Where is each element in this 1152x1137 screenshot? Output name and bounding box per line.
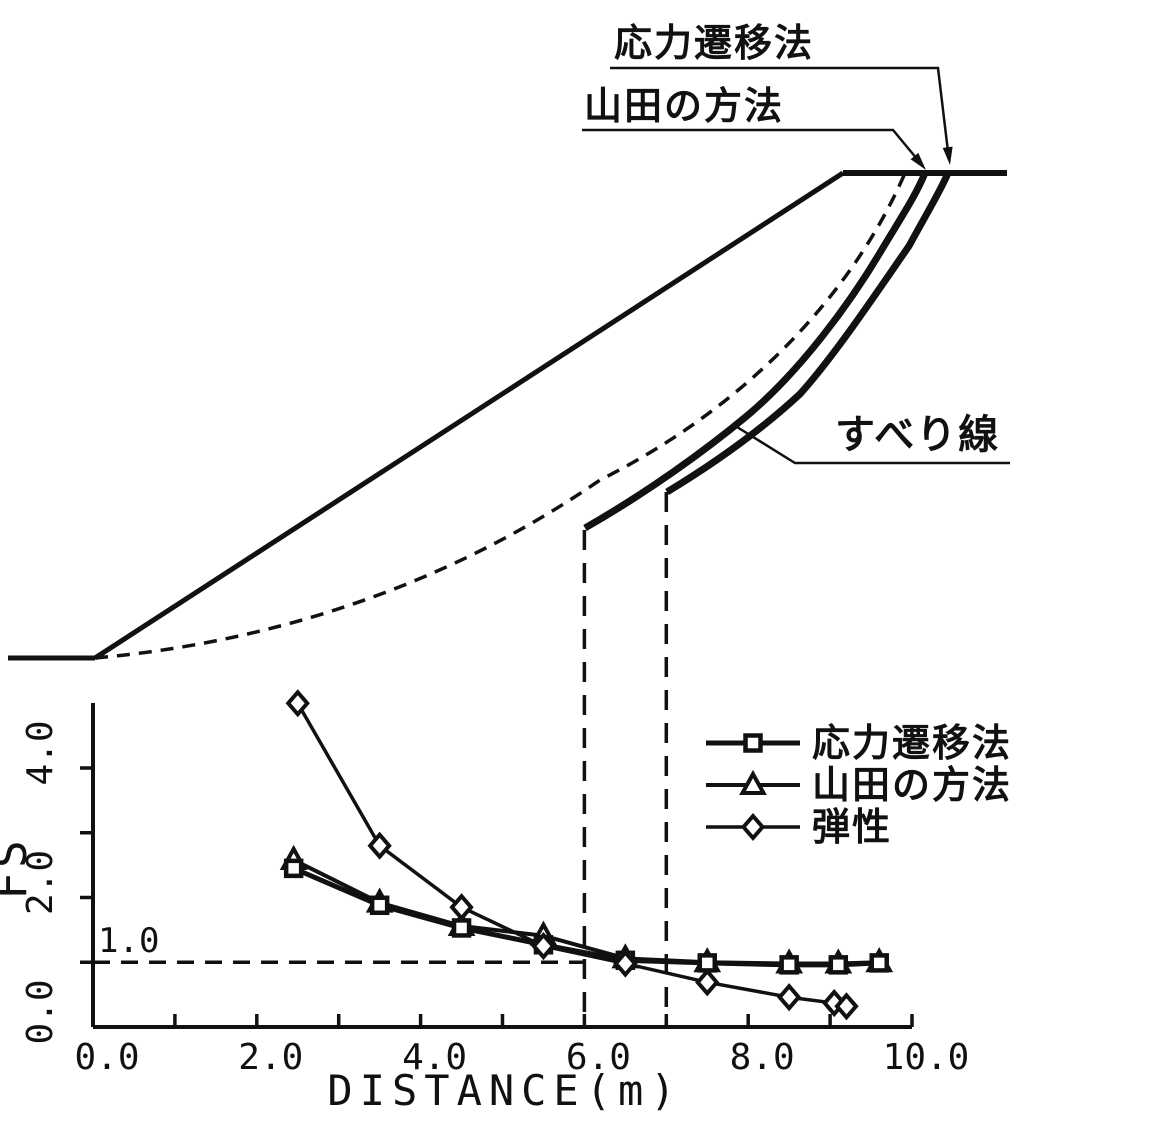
y-tick-label: 2.0: [20, 850, 61, 915]
axis-ticks-and-labels: 0.0 2.0 4.0 6.0 8.0 10.0 0.0 2.0 4.0: [20, 720, 969, 1078]
diagram-label-yamada: 山田の方法: [584, 86, 784, 128]
dashed-slip-surface: [94, 172, 907, 660]
series-elastic: [285, 689, 859, 1021]
leader-yamada: [582, 128, 923, 166]
diamond-marker: [367, 831, 392, 860]
diamond-marker: [449, 893, 474, 922]
leader-slip-line: [736, 425, 1010, 465]
legend-item-yamada: 山田の方法: [706, 765, 1012, 807]
legend-label: 応力遷移法: [812, 723, 1012, 765]
x-tick-label: 10.0: [883, 1037, 970, 1078]
diamond-marker: [613, 949, 638, 978]
diamond-marker: [531, 932, 556, 961]
square-marker: [283, 858, 304, 879]
data-series-layer: [279, 689, 894, 1021]
diagram-label-slip-line: すべり線: [835, 413, 1000, 457]
fs-reference-label: 1.0: [98, 921, 159, 961]
x-tick-label: 2.0: [238, 1037, 303, 1078]
x-tick-label: 0.0: [74, 1037, 139, 1078]
legend-item-elastic: 弾性: [706, 807, 892, 849]
x-axis-title: DISTANCE(m): [327, 1066, 682, 1115]
legend-item-stress-transfer: 応力遷移法: [706, 723, 1012, 765]
y-axis-title: FS: [0, 836, 37, 899]
arrowhead-stress-transfer: [942, 146, 953, 165]
square-marker: [369, 895, 390, 916]
square-marker: [779, 955, 799, 975]
diamond-marker: [777, 983, 802, 1012]
square-marker: [451, 918, 472, 938]
diamond-marker: [834, 992, 859, 1021]
slope-face-line: [93, 170, 845, 661]
fs-chart: 1.0 0.0 2.0 4.0 6.0 8.0 10.0 0.0 2.0 4.0 応力遷移法山田…: [0, 689, 1012, 1115]
slip-line-yamada: [583, 171, 929, 532]
y-tick-label: 4.0: [20, 720, 61, 785]
square-marker: [743, 733, 763, 753]
slip-line-stress-transfer: [665, 171, 952, 495]
series-line: [292, 866, 880, 968]
square-marker: [828, 955, 849, 975]
y-tick-label: 0.0: [20, 979, 61, 1044]
legend-label: 弾性: [812, 807, 892, 849]
triangle-marker: [739, 769, 767, 795]
slope-diagram: 応力遷移法 山田の方法 すべり線: [8, 23, 1010, 1027]
x-tick-label: 8.0: [730, 1037, 795, 1078]
diamond-marker: [285, 689, 310, 718]
diagram-label-stress-transfer: 応力遷移法: [614, 23, 814, 65]
x-tick-label: 6.0: [566, 1037, 631, 1078]
diamond-marker: [740, 812, 766, 842]
square-marker: [869, 953, 889, 973]
x-tick-label: 4.0: [402, 1037, 467, 1078]
arrowhead-yamada: [910, 152, 926, 170]
leader-stress-transfer: [610, 66, 951, 161]
diamond-marker: [695, 968, 720, 997]
square-marker: [697, 953, 717, 973]
legend-label: 山田の方法: [812, 765, 1012, 807]
